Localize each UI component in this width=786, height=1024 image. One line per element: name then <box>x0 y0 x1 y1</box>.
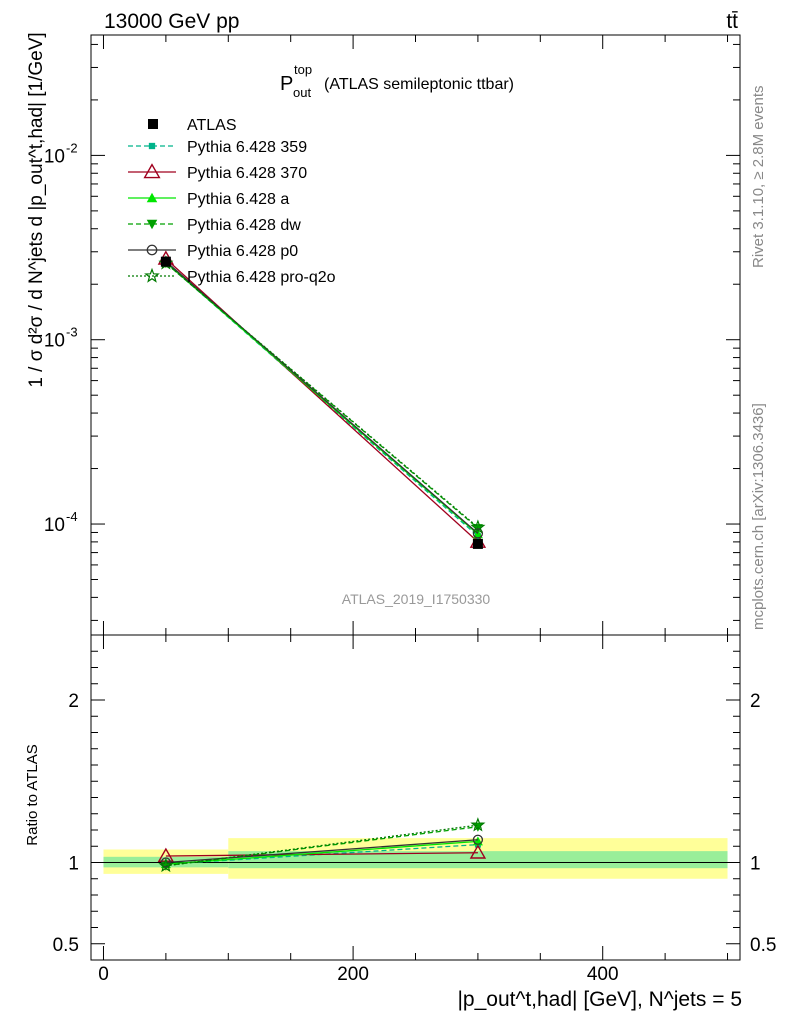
legend-label-4: Pythia 6.428 p0 <box>187 243 298 260</box>
x-axis-label: |p_out^t,had| [GeV], N^jets = 5 <box>457 988 742 1011</box>
main-y-tick-label-exp: -2 <box>66 140 78 155</box>
main-series-line-1 <box>165 258 479 543</box>
legend-marker-0 <box>148 142 156 150</box>
legend-series: Pythia 6.428 359 Pythia 6.428 370 Pythia 6… <box>128 139 336 286</box>
plot-title-sup: top <box>294 62 312 77</box>
legend-entry-2: Pythia 6.428 a <box>128 191 289 208</box>
ratio-series-point-5-0 <box>158 857 174 873</box>
atlas-data-point-0 <box>160 256 171 267</box>
ratio-series-line-2 <box>165 840 478 865</box>
legend-entry-0: Pythia 6.428 359 <box>128 139 307 156</box>
main-series-lines <box>157 250 487 548</box>
ratio-y-axis-label-text: Ratio to ATLAS <box>24 744 41 845</box>
rivet-label: Rivet 3.1.10, ≥ 2.8M events <box>750 86 767 269</box>
legend-marker-2 <box>146 192 158 203</box>
x-tick-label: 200 <box>337 964 369 985</box>
ratio-axes: 0 200 400 0.5 0.5 1 1 2 2 <box>53 634 776 985</box>
legend-label-5: Pythia 6.428 pro-q2o <box>187 269 336 286</box>
ratio-y-tick-label-right: 2 <box>750 691 761 712</box>
main-y-tick-label: 10 <box>44 331 65 352</box>
main-series-point-5-1 <box>470 519 486 534</box>
ratio-y-axis-label: Ratio to ATLAS <box>24 744 41 845</box>
energy-label: 13000 GeV pp <box>104 10 239 33</box>
plot-title-sub: out <box>293 85 311 100</box>
ratio-y-tick-label-right: 0.5 <box>750 935 776 956</box>
legend-entry-atlas: ATLAS <box>148 117 237 134</box>
legend-marker-1 <box>143 163 161 179</box>
x-tick-label: 400 <box>587 964 619 985</box>
plot-title: P top out (ATLAS semileptonic ttbar) <box>280 62 514 100</box>
process-label: tt̄ <box>726 10 738 33</box>
plot-title-rest: (ATLAS semileptonic ttbar) <box>324 76 514 93</box>
ratio-band-inner-1 <box>228 851 728 869</box>
main-y-axis-label-text: 1 / σ d²σ / d N^jets d |p_out^t,had| [1/… <box>26 32 47 387</box>
main-y-tick-label-exp: -4 <box>66 509 78 524</box>
x-axis-label-text: |p_out^t,had| [GeV], N^jets = 5 <box>457 988 742 1011</box>
ratio-series-point-1-1 <box>469 844 487 859</box>
ratio-panel: 0 200 400 0.5 0.5 1 1 2 2 Ratio to ATLAS |p_out^… <box>24 634 776 1011</box>
main-series-line-5 <box>165 262 479 528</box>
ratio-y-tick-label-right: 1 <box>750 854 761 875</box>
ratio-series-point-4-1 <box>472 834 484 845</box>
x-tick-label: 0 <box>98 964 109 985</box>
legend-marker-5 <box>144 267 160 283</box>
legend-marker-4 <box>146 244 158 256</box>
main-panel: 10-210-310-4 P top out (ATLAS semilepton… <box>26 32 741 636</box>
ratio-series-line-1 <box>165 852 478 857</box>
legend-label-3: Pythia 6.428 dw <box>187 217 301 234</box>
ratio-y-tick-label: 2 <box>68 691 79 712</box>
ratio-series-lines <box>157 817 487 873</box>
legend-label-0: Pythia 6.428 359 <box>187 139 307 156</box>
legend-label-2: Pythia 6.428 a <box>187 191 289 208</box>
ratio-series-point-5-1 <box>470 817 486 832</box>
legend-entry-4: Pythia 6.428 p0 <box>128 243 298 260</box>
legend-label-atlas: ATLAS <box>187 117 237 134</box>
ratio-y-tick-label: 1 <box>68 854 79 875</box>
main-series-point-2-1 <box>472 529 483 539</box>
legend-marker-3 <box>146 219 158 230</box>
legend-entry-5: Pythia 6.428 pro-q2o <box>128 267 336 286</box>
legend-marker-atlas <box>148 119 158 129</box>
ratio-series-line-5 <box>165 824 478 867</box>
main-y-axis-label: 1 / σ d²σ / d N^jets d |p_out^t,had| [1/… <box>26 32 47 387</box>
main-data-points <box>160 256 483 549</box>
main-y-tick-label: 10 <box>44 146 65 167</box>
legend-entry-1: Pythia 6.428 370 <box>128 163 307 182</box>
main-y-tick-label: 10 <box>44 515 65 536</box>
ratio-frame <box>90 634 741 961</box>
ratio-y-tick-label: 0.5 <box>53 935 79 956</box>
main-series-line-4 <box>165 260 479 534</box>
plot-title-main: P <box>280 73 293 95</box>
mcplots-label: mcplots.cern.ch [arXiv:1306.3436] <box>750 403 767 630</box>
main-series-line-0 <box>165 262 479 537</box>
main-y-tick-label-exp: -3 <box>66 325 78 340</box>
atlas-data-point-1 <box>472 538 483 549</box>
analysis-watermark: ATLAS_2019_I1750330 <box>342 591 491 607</box>
legend-entry-3: Pythia 6.428 dw <box>128 217 301 234</box>
legend-label-1: Pythia 6.428 370 <box>187 165 307 182</box>
